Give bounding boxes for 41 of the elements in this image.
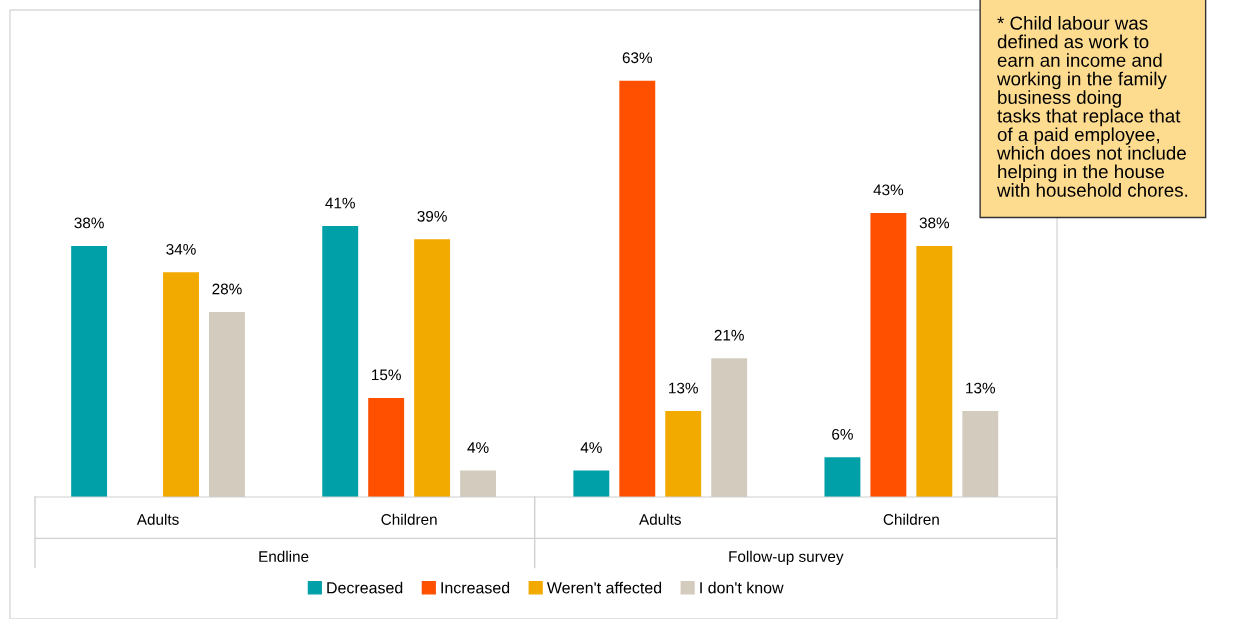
bar	[71, 245, 108, 497]
bar	[711, 358, 748, 497]
x-tick-label: Adults	[639, 513, 681, 525]
bar	[163, 272, 199, 497]
bar	[368, 397, 405, 497]
bar	[916, 245, 953, 497]
data-label: 38%	[74, 217, 104, 229]
legend-label: I don't know	[700, 581, 784, 594]
legend-label: Decreased	[327, 581, 403, 594]
bar	[665, 411, 702, 497]
data-label: 21%	[714, 329, 744, 341]
bar	[414, 239, 451, 497]
bar	[619, 80, 656, 497]
data-label: 4%	[580, 442, 602, 453]
bar	[962, 411, 999, 497]
data-label: 4%	[467, 442, 489, 453]
bar	[209, 312, 245, 497]
data-label: 63%	[622, 52, 653, 64]
data-label: 43%	[873, 184, 904, 196]
text: Follow-up survey	[729, 550, 844, 565]
x-tick-label: Children	[883, 513, 939, 525]
text: Endline	[259, 550, 309, 562]
legend-label: Weren't affected	[546, 581, 662, 594]
data-label: 28%	[212, 283, 242, 295]
data-label: 39%	[417, 210, 447, 222]
text: * Child labour was defined as work to earn an income and working in the family business doing tasks that replace that of a paid employee, which does not include helping in the house with household chores.	[996, 16, 1188, 197]
data-label: 6%	[832, 428, 853, 440]
bar	[870, 212, 907, 497]
legend-label: Increased	[441, 581, 510, 594]
bar	[460, 470, 497, 497]
bar	[824, 457, 861, 497]
bar	[573, 470, 610, 497]
bar	[322, 226, 359, 497]
data-label: 41%	[325, 197, 355, 209]
x-tick-label: Children	[381, 513, 437, 525]
data-label: 13%	[966, 382, 996, 394]
data-label: 38%	[919, 217, 950, 229]
x-tick-label: Adults	[136, 513, 179, 525]
data-label: 15%	[372, 369, 401, 381]
data-label: 13%	[669, 382, 698, 394]
data-label: 34%	[166, 243, 196, 255]
